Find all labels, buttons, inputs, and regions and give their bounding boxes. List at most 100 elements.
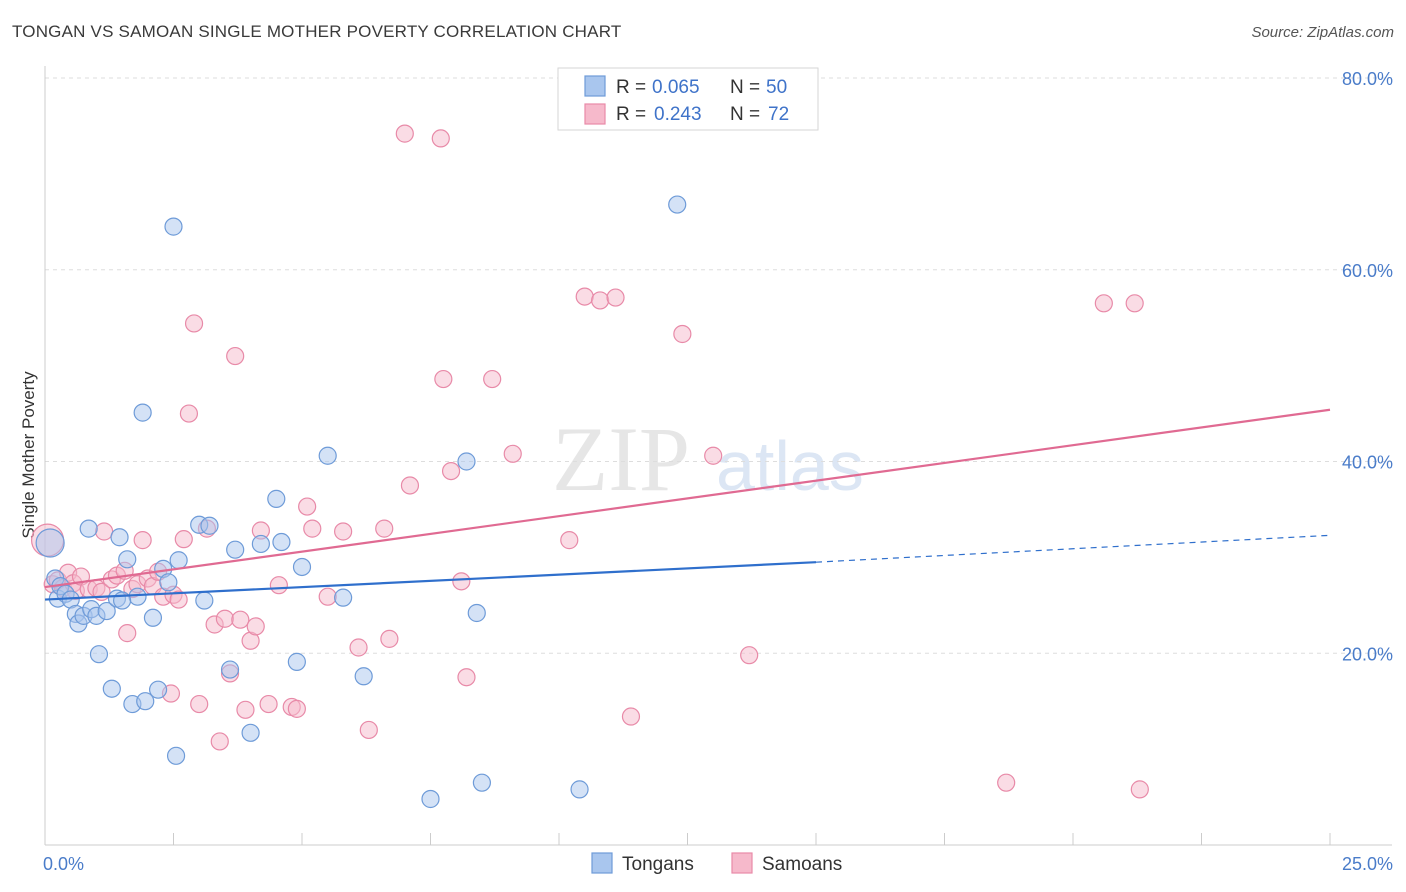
y-tick-label-80: 80.0% bbox=[1342, 69, 1393, 89]
tongans-point bbox=[128, 587, 147, 606]
bottom-legend-label-samoans: Samoans bbox=[762, 854, 842, 875]
bottom-legend-swatch-samoans bbox=[731, 852, 753, 874]
y-tick-label-40: 40.0% bbox=[1342, 453, 1393, 473]
tongans-point bbox=[220, 660, 240, 679]
tongans-point bbox=[421, 789, 440, 809]
legend-n-value-1: 50 bbox=[766, 77, 787, 98]
bottom-legend-swatch-tongans bbox=[591, 852, 613, 874]
samoans-point bbox=[334, 522, 353, 541]
samoans-point bbox=[457, 668, 476, 687]
tongans-point bbox=[226, 540, 245, 559]
tongans-point bbox=[570, 780, 589, 799]
tongans-point bbox=[79, 519, 98, 538]
tongans-point bbox=[354, 667, 373, 686]
tongans-point bbox=[133, 403, 152, 422]
axes bbox=[44, 66, 1392, 846]
samoans-point bbox=[997, 773, 1016, 792]
x-tick-labels: 0.0% 25.0% bbox=[43, 854, 1393, 874]
samoans-point bbox=[1094, 294, 1113, 313]
samoans-point bbox=[375, 519, 394, 538]
tongans-point bbox=[169, 551, 188, 570]
samoans-point bbox=[606, 288, 625, 307]
tongans-point bbox=[118, 550, 137, 569]
samoans-point bbox=[1125, 294, 1144, 313]
tongans-point bbox=[166, 746, 186, 765]
samoans-point bbox=[226, 346, 245, 366]
samoans-point bbox=[395, 124, 414, 143]
samoans-point bbox=[210, 732, 229, 751]
tongans-point bbox=[292, 557, 312, 577]
samoans-point bbox=[298, 497, 317, 516]
legend-n-value-2: 72 bbox=[768, 104, 789, 125]
y-tick-label-20: 20.0% bbox=[1342, 644, 1393, 664]
tongans-points bbox=[35, 195, 687, 809]
samoans-point bbox=[231, 610, 250, 629]
tongans-point bbox=[148, 680, 168, 699]
tongans-point bbox=[110, 528, 129, 547]
x-tick-label-max: 25.0% bbox=[1342, 854, 1393, 874]
samoans-point bbox=[169, 590, 188, 609]
y-tick-labels: 20.0% 40.0% 60.0% 80.0% bbox=[1342, 69, 1393, 664]
samoans-point bbox=[184, 314, 204, 333]
samoans-point bbox=[621, 707, 641, 726]
legend-swatch-samoans bbox=[584, 103, 606, 125]
tongans-point bbox=[334, 588, 353, 607]
y-axis-label: Single Mother Poverty bbox=[19, 371, 38, 539]
correlation-legend: R = 0.065 N = 50 R = 0.243 N = 72 bbox=[557, 67, 819, 131]
tongans-point bbox=[97, 601, 116, 621]
tongans-point bbox=[89, 645, 109, 664]
samoans-point bbox=[1130, 780, 1149, 799]
watermark-atlas: atlas bbox=[716, 427, 864, 505]
tongans-point bbox=[318, 446, 337, 465]
samoans-point bbox=[259, 694, 278, 714]
samoans-point bbox=[740, 646, 759, 665]
tongans-trend-extension bbox=[815, 534, 1331, 563]
chart-title: TONGAN VS SAMOAN SINGLE MOTHER POVERTY C… bbox=[12, 22, 622, 41]
series-legend: Tongans Samoans bbox=[591, 852, 842, 875]
samoans-point bbox=[359, 720, 378, 740]
legend-r-value-1: 0.065 bbox=[652, 77, 700, 98]
tongans-point bbox=[195, 591, 214, 610]
tongans-point bbox=[272, 532, 291, 552]
samoans-point bbox=[591, 291, 610, 310]
samoans-point bbox=[349, 638, 368, 657]
tongans-point bbox=[472, 773, 491, 792]
samoans-trend-line bbox=[44, 408, 1331, 589]
samoans-point bbox=[287, 699, 306, 718]
samoans-point bbox=[673, 324, 692, 344]
tongans-point bbox=[143, 608, 163, 627]
legend-r-label-2: R = bbox=[616, 104, 646, 125]
samoans-point bbox=[434, 369, 453, 389]
samoans-point bbox=[483, 369, 502, 389]
samoans-point bbox=[215, 609, 234, 628]
samoans-point bbox=[452, 572, 471, 591]
tongans-point bbox=[457, 452, 476, 471]
samoans-point bbox=[118, 624, 137, 643]
grid bbox=[45, 77, 1392, 654]
samoans-point bbox=[269, 576, 288, 595]
tongans-point bbox=[467, 603, 486, 623]
legend-r-value-2: 0.243 bbox=[654, 104, 702, 125]
samoans-point bbox=[95, 522, 114, 541]
tongans-point bbox=[241, 723, 260, 742]
samoans-point bbox=[190, 694, 209, 714]
tongans-point bbox=[102, 679, 121, 698]
samoans-point bbox=[174, 530, 193, 549]
samoans-point bbox=[133, 531, 152, 550]
x-tick-label-min: 0.0% bbox=[43, 854, 84, 874]
tongans-trend-line bbox=[44, 561, 817, 601]
samoans-point bbox=[431, 129, 450, 148]
samoans-point bbox=[400, 476, 420, 495]
bottom-legend-label-tongans: Tongans bbox=[622, 854, 694, 875]
legend-n-label-2: N = bbox=[730, 104, 760, 125]
tongans-point bbox=[251, 534, 270, 554]
samoans-point bbox=[560, 531, 579, 550]
samoans-point bbox=[575, 287, 594, 306]
watermark-zip: ZIP bbox=[552, 408, 690, 510]
samoans-point bbox=[236, 700, 255, 719]
tongans-point bbox=[668, 195, 687, 214]
tongans-point bbox=[164, 217, 183, 236]
samoans-point bbox=[246, 617, 265, 636]
samoans-point bbox=[318, 587, 337, 606]
